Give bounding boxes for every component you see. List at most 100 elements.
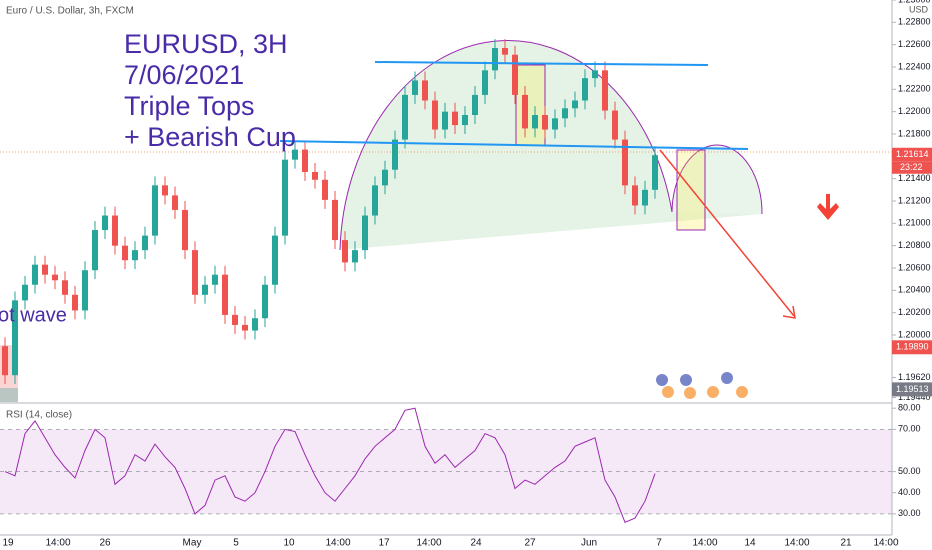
- candle-body: [82, 270, 88, 311]
- candle-body: [292, 149, 298, 160]
- highlight-box: [676, 149, 706, 231]
- candle-body: [392, 139, 398, 170]
- event-icon: [707, 386, 719, 398]
- candle-body: [472, 94, 478, 116]
- price-tag: [892, 382, 932, 397]
- candle-body: [232, 314, 238, 325]
- candle-body: [102, 215, 108, 231]
- candle-body: [362, 215, 368, 251]
- candle-body: [602, 70, 608, 111]
- y-tick-label: 50.00: [898, 466, 921, 476]
- candle-body: [352, 250, 358, 263]
- candle-body: [612, 110, 618, 140]
- arrow-head: [782, 305, 796, 319]
- candle-body: [2, 346, 8, 376]
- cup-arc: [339, 40, 673, 251]
- candle-body: [32, 264, 38, 285]
- candle-body: [262, 284, 268, 319]
- candle-body: [582, 78, 588, 101]
- candle-body: [372, 185, 378, 216]
- x-tick-label: 21: [840, 538, 852, 549]
- candle-body: [552, 118, 558, 130]
- candle-body: [152, 185, 158, 236]
- candle-body: [252, 318, 258, 331]
- candle-body: [132, 250, 138, 261]
- x-tick-label: 14:00: [873, 538, 898, 549]
- candle-body: [532, 115, 538, 129]
- candle-body: [462, 115, 468, 126]
- y-tick-label: 1.22800: [898, 17, 931, 27]
- event-icon: [662, 386, 674, 398]
- candle-body: [42, 264, 48, 275]
- candle-body: [652, 155, 658, 190]
- neckline: [279, 140, 749, 150]
- annotation-note: ot wave: [0, 304, 67, 326]
- candle-body: [272, 235, 278, 285]
- price-tag-label: 1.19890: [896, 342, 929, 352]
- candle-body: [422, 80, 428, 101]
- x-tick-label: 24: [470, 538, 482, 549]
- candle-body: [142, 235, 148, 251]
- y-tick-label: 1.20600: [898, 262, 931, 272]
- candle-body: [522, 94, 528, 129]
- annotation-title: EURUSD, 3H: [124, 29, 288, 59]
- candle-body: [222, 274, 228, 315]
- candle-body: [112, 215, 118, 246]
- y-tick-label: 1.22000: [898, 106, 931, 116]
- x-tick-label: 10: [283, 538, 295, 549]
- candle-body: [412, 80, 418, 95]
- candle-body: [172, 195, 178, 210]
- x-tick-label: 14:00: [45, 538, 70, 549]
- candle-body: [92, 230, 98, 271]
- candle-body: [202, 284, 208, 295]
- event-icon: [736, 386, 748, 398]
- candles: [2, 39, 658, 385]
- candle-body: [622, 139, 628, 186]
- y-tick-label: 70.00: [898, 424, 921, 434]
- event-icons: [656, 372, 748, 399]
- candle-body: [572, 100, 578, 109]
- x-tick-label: Jun: [581, 538, 597, 549]
- candle-body: [122, 245, 128, 261]
- annotation-title: + Bearish Cup: [124, 122, 296, 152]
- candle-body: [242, 324, 248, 331]
- candle-body: [52, 274, 58, 281]
- x-tick-label: 5: [233, 538, 239, 549]
- x-tick-label: 14: [744, 538, 756, 549]
- candle-body: [302, 149, 308, 172]
- y-tick-label: 1.20800: [898, 240, 931, 250]
- range-box: [0, 388, 18, 402]
- candle-body: [342, 240, 348, 263]
- x-tick-label: 14:00: [692, 538, 717, 549]
- candle-body: [12, 300, 18, 376]
- y-tick-label: 1.21800: [898, 128, 931, 138]
- candle-body: [192, 250, 198, 295]
- price-tag-label: 1.19513: [896, 384, 929, 394]
- candle-body: [432, 100, 438, 130]
- x-tick-label: May: [183, 538, 202, 549]
- y-tick-label: 1.19620: [898, 372, 931, 382]
- x-tick-label: 27: [524, 538, 536, 549]
- candle-body: [62, 280, 68, 295]
- y-tick-label: 30.00: [898, 508, 921, 518]
- x-tick-label: 14:00: [784, 538, 809, 549]
- annotation-title: 7/06/2021: [124, 60, 244, 90]
- x-tick-label: 14:00: [416, 538, 441, 549]
- down-arrow-icon: [817, 194, 839, 220]
- candle-body: [492, 48, 498, 71]
- price-axis: [892, 0, 932, 550]
- x-tick-label: 19: [2, 538, 14, 549]
- x-tick-label: 14:00: [325, 538, 350, 549]
- event-icon: [721, 372, 733, 384]
- y-tick-label: 40.00: [898, 487, 921, 497]
- candle-body: [22, 284, 28, 301]
- rsi-title: RSI (14, close): [6, 410, 72, 421]
- price-tag-label: 1.21614: [896, 149, 929, 159]
- trend-line: [374, 61, 709, 66]
- y-tick-label: 1.19440: [898, 392, 931, 402]
- candle-body: [442, 111, 448, 130]
- chart-header: Euro / U.S. Dollar, 3h, FXCM: [6, 6, 134, 17]
- candle-body: [592, 70, 598, 79]
